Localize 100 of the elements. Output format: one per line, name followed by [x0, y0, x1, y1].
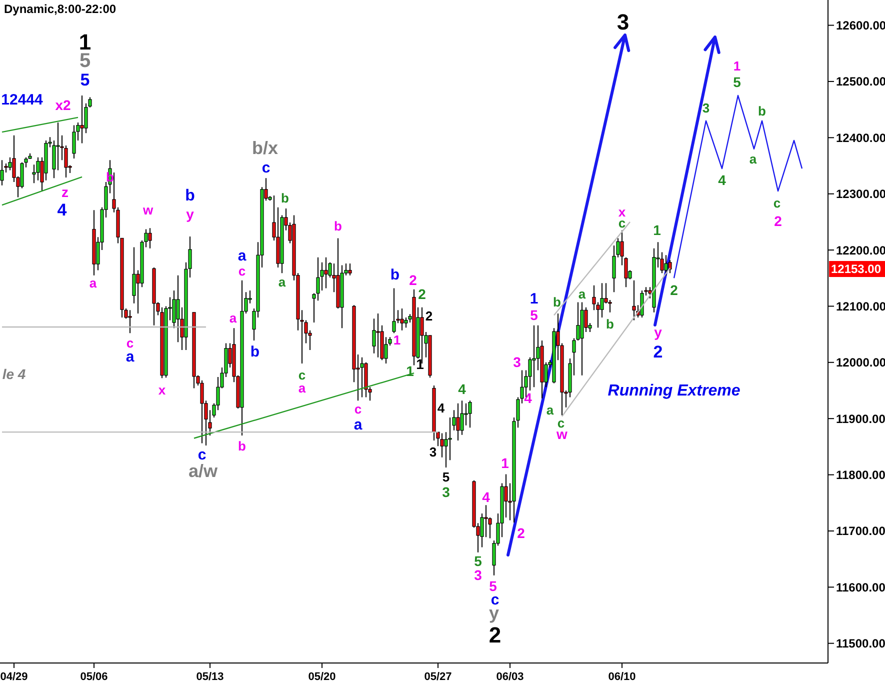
annotation: 4	[524, 390, 532, 406]
candlestick	[56, 122, 60, 171]
annotation: 1	[653, 222, 662, 238]
candlestick	[456, 402, 460, 441]
annotation: 1	[501, 455, 510, 471]
annotation: y	[654, 324, 662, 340]
x-tick-label: 05/20	[308, 671, 336, 682]
y-tick-label: 11600.00	[836, 580, 885, 594]
annotation: b	[606, 316, 614, 332]
annotation: 4	[718, 172, 726, 188]
candlestick	[316, 256, 320, 302]
annotation: 5	[489, 578, 498, 594]
y-tick-label: 11500.00	[836, 636, 885, 651]
annotation: b	[185, 188, 196, 204]
candlestick	[404, 316, 408, 328]
candlestick	[72, 124, 76, 159]
annotation: 4	[437, 400, 446, 416]
annotation: 2	[653, 342, 663, 362]
annotation: 2	[774, 213, 782, 229]
annotation: b	[281, 190, 290, 206]
annotation: b	[334, 218, 342, 234]
annotation: 2	[418, 286, 426, 302]
x-tick-label: 05/27	[424, 671, 452, 682]
annotation: c	[298, 368, 306, 382]
annotation: le 4	[2, 366, 26, 382]
candlestick	[0, 160, 4, 186]
annotation: 5	[733, 74, 742, 90]
annotation: a	[89, 276, 98, 290]
annotation: 3	[513, 354, 522, 370]
annotation: 1	[530, 290, 538, 308]
annotation: 2	[488, 622, 502, 648]
line-series	[673, 94, 803, 279]
annotation: b	[106, 170, 114, 184]
annotation: a	[278, 274, 286, 290]
candlestick	[632, 280, 636, 321]
candlestick	[148, 228, 152, 249]
annotation: b	[758, 104, 766, 118]
candlestick	[440, 432, 444, 458]
candlestick	[376, 313, 380, 358]
annotation: c	[262, 160, 270, 176]
annotation: a	[229, 310, 238, 326]
x-tick-label: 06/03	[496, 671, 524, 682]
annotation: c	[557, 416, 565, 430]
annotation: 1	[393, 332, 401, 348]
annotation: 3	[474, 567, 482, 583]
candlestick	[324, 256, 328, 289]
candlestick	[484, 504, 488, 538]
annotation: c	[354, 402, 362, 416]
candlestick	[468, 400, 472, 428]
y-tick-label: 11900.00	[836, 412, 885, 426]
annotation: 3	[702, 100, 710, 116]
annotation: b	[390, 266, 400, 284]
text: 12153.00	[830, 262, 882, 276]
annotation: 2	[517, 525, 526, 541]
annotation: a/w	[188, 461, 219, 481]
annotation: b	[238, 438, 246, 454]
annotation: c	[238, 264, 246, 278]
annotation: a	[354, 416, 363, 434]
annotation: 5	[80, 70, 90, 90]
annotation: c	[126, 336, 134, 350]
annotation: c	[490, 592, 500, 608]
annotation: Running Extreme	[608, 382, 740, 400]
x-tick-label: 06/10	[608, 671, 636, 682]
annotation: a	[238, 248, 247, 264]
candlestick	[348, 263, 352, 276]
annotation: a	[126, 348, 135, 366]
x-tick-label: 05/06	[80, 671, 108, 682]
candlestick	[400, 308, 404, 331]
annotation: a	[298, 380, 306, 396]
annotation: z	[62, 184, 68, 200]
annotation: 3	[442, 484, 450, 500]
annotation: 3	[429, 444, 437, 460]
candlestick	[128, 310, 132, 334]
annotation: c	[198, 446, 206, 464]
chart-title: Dynamic,8:00-22:00	[4, 2, 116, 16]
annotation: b	[553, 294, 562, 310]
annotation: 12444	[1, 92, 44, 108]
annotation: 1	[416, 356, 424, 372]
candlestick	[392, 288, 396, 334]
annotation: 5	[442, 470, 450, 484]
annotation: 1	[733, 58, 741, 74]
annotation: a	[546, 402, 554, 418]
annotation: a	[749, 152, 758, 166]
candlestick	[36, 156, 40, 181]
x-tick-label: 05/13	[196, 671, 224, 682]
y-tick-label: 11800.00	[836, 468, 885, 482]
annotation: 3	[616, 10, 630, 34]
annotation: 5	[474, 553, 482, 569]
candlestick	[360, 356, 364, 398]
annotation: 4	[57, 200, 68, 220]
annotation: w	[142, 202, 154, 218]
annotation: c	[773, 196, 781, 210]
candlestick	[664, 254, 668, 276]
x-tick-label: 04/29	[0, 671, 28, 682]
annotation: 4	[482, 489, 490, 505]
annotation: 5	[530, 307, 538, 323]
annotation: a	[578, 286, 586, 302]
annotation: x2	[55, 97, 71, 113]
annotation: 2	[425, 308, 433, 324]
y-tick-label: 11700.00	[836, 524, 885, 538]
